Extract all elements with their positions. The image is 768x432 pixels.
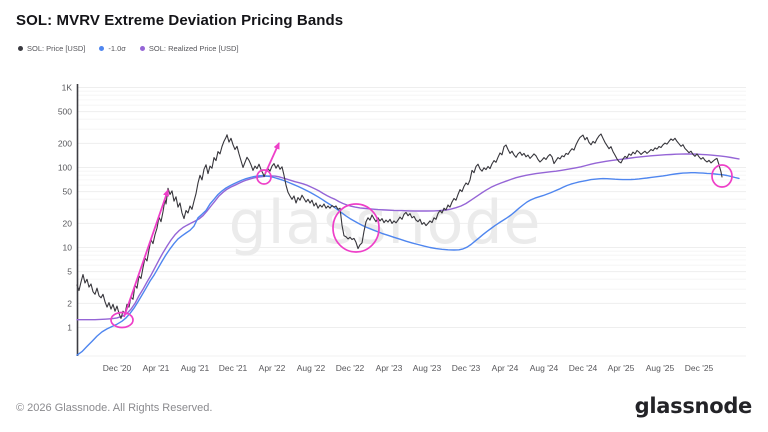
legend-item: -1.0σ <box>99 44 126 53</box>
x-axis-tick-label: Aug '24 <box>530 363 559 373</box>
price-line <box>76 133 723 319</box>
x-axis-tick-label: Dec '24 <box>569 363 598 373</box>
y-axis-tick-label: 10 <box>63 243 73 253</box>
y-axis-tick-label: 20 <box>63 218 73 228</box>
y-axis-tick-label: 500 <box>58 107 72 117</box>
legend-dot-icon <box>99 46 105 51</box>
y-axis-tick-label: 200 <box>58 138 72 148</box>
y-axis-tick-label: 5 <box>67 267 72 277</box>
x-axis-tick-label: Aug '21 <box>181 363 210 373</box>
x-axis-tick-label: Apr '24 <box>492 363 519 373</box>
y-axis-tick-label: 50 <box>63 187 73 197</box>
legend-label: SOL: Price [USD] <box>27 44 86 53</box>
x-axis-tick-label: Aug '23 <box>413 363 442 373</box>
legend-item: SOL: Realized Price [USD] <box>139 44 239 53</box>
realized-price-line <box>76 153 740 321</box>
x-axis-tick-label: Aug '25 <box>646 363 675 373</box>
x-axis-tick-label: Apr '22 <box>259 363 286 373</box>
annotation-arrow <box>264 142 280 175</box>
annotation-circle <box>332 203 380 253</box>
copyright-text: © 2026 Glassnode. All Rights Reserved. <box>16 402 213 414</box>
y-axis-tick-label: 1K <box>62 83 73 93</box>
glassnode-wordmark: glassnode <box>634 394 753 418</box>
annotation-arrow <box>123 189 170 318</box>
x-axis-tick-label: Dec '22 <box>336 363 365 373</box>
page-title: SOL: MVRV Extreme Deviation Pricing Band… <box>16 12 344 29</box>
legend-dot-icon <box>139 46 145 51</box>
legend: SOL: Price [USD] -1.0σ SOL: Realized Price… <box>18 44 239 53</box>
y-axis-tick-label: 100 <box>58 163 72 173</box>
legend-item: SOL: Price [USD] <box>18 44 85 53</box>
legend-label: -1.0σ <box>108 44 126 53</box>
x-axis-tick-label: Dec '20 <box>103 363 132 373</box>
x-axis-tick-label: Dec '25 <box>685 363 714 373</box>
y-axis-tick-label: 1 <box>67 323 72 333</box>
y-axis-tick-label: 2 <box>67 298 72 308</box>
x-axis-tick-label: Dec '23 <box>452 363 481 373</box>
x-axis-tick-label: Apr '25 <box>608 363 635 373</box>
x-axis-tick-label: Aug '22 <box>297 363 326 373</box>
legend-dot-icon <box>18 46 23 51</box>
minus-1-sigma-line <box>76 172 740 356</box>
annotation-circle <box>110 311 134 329</box>
legend-label: SOL: Realized Price [USD] <box>148 44 239 53</box>
glassnode-watermark: glassnode <box>229 188 542 258</box>
x-axis-tick-label: Apr '21 <box>143 363 170 373</box>
x-axis-tick-label: Apr '23 <box>376 363 403 373</box>
annotation-circle <box>256 169 272 185</box>
annotation-circle <box>711 164 733 188</box>
x-axis-tick-label: Dec '21 <box>219 363 248 373</box>
